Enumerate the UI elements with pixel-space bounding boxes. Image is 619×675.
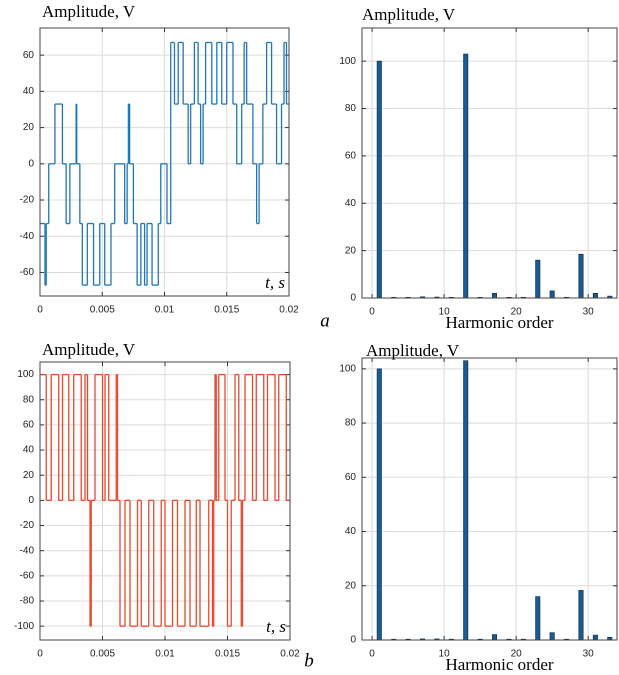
bar (463, 53, 469, 299)
x-axis-label: Harmonic order (445, 655, 553, 674)
x-tick-label: 0.02 (279, 305, 299, 316)
y-tick-label: -20 (20, 520, 35, 531)
bar (376, 368, 382, 641)
x-axis-label: t, s (266, 617, 286, 636)
x-tick-label: 30 (583, 307, 595, 318)
x-tick-label: 20 (511, 307, 523, 318)
bar (578, 253, 584, 299)
x-tick-label: 20 (511, 649, 523, 660)
chart-title: Amplitude, V (42, 340, 136, 359)
chart-title: Amplitude, V (42, 2, 136, 21)
bar (592, 634, 598, 641)
bar (535, 596, 541, 641)
y-tick-label: 60 (345, 472, 357, 483)
x-tick-label: 0.015 (214, 305, 239, 316)
x-tick-label: 0.005 (90, 649, 115, 660)
y-tick-label: 20 (23, 122, 35, 133)
y-tick-label: 80 (345, 418, 357, 429)
plot-area (362, 28, 617, 298)
y-tick-label: -80 (20, 596, 35, 607)
y-tick-label: 20 (345, 245, 357, 256)
y-tick-label: 40 (345, 526, 357, 537)
bar (492, 292, 498, 299)
y-tick-label: 60 (23, 420, 35, 431)
x-tick-label: 0 (369, 307, 375, 318)
y-tick-label: 20 (23, 470, 35, 481)
y-tick-label: -60 (20, 570, 35, 581)
y-tick-label: 80 (23, 394, 35, 405)
plot-frame (39, 361, 291, 641)
x-tick-label: 10 (439, 307, 451, 318)
bar (549, 632, 555, 641)
x-tick-label: 0 (37, 305, 43, 316)
x-tick-label: 10 (439, 649, 451, 660)
bar (376, 60, 382, 299)
x-tick-label: 0.005 (90, 305, 115, 316)
y-tick-label: -40 (20, 545, 35, 556)
plot-frame (361, 27, 618, 299)
y-tick-label: 80 (345, 103, 357, 114)
bar (592, 292, 598, 299)
x-tick-label: 0 (37, 649, 43, 660)
x-tick-label: 30 (583, 649, 595, 660)
x-tick-label: 0.015 (215, 649, 240, 660)
x-tick-label: 0.01 (155, 649, 175, 660)
y-tick-label: 60 (23, 50, 35, 61)
x-tick-label: 0.02 (280, 649, 300, 660)
y-tick-label: 100 (17, 369, 34, 380)
y-tick-label: 100 (339, 56, 356, 67)
plot-frame (361, 357, 618, 641)
x-axis-label: t, s (265, 273, 285, 292)
y-tick-label: 0 (28, 158, 34, 169)
y-tick-label: 40 (23, 445, 35, 456)
bar (492, 634, 498, 641)
x-axis-label: Harmonic order (445, 313, 553, 332)
y-tick-label: 40 (345, 198, 357, 209)
y-tick-label: -100 (14, 621, 34, 632)
plot-frame (39, 27, 290, 297)
y-tick-label: 20 (345, 580, 357, 591)
y-tick-label: -40 (20, 231, 35, 242)
x-tick-label: 0.01 (155, 305, 175, 316)
y-tick-label: -60 (20, 267, 35, 278)
bar (535, 259, 541, 299)
y-tick-label: 100 (339, 363, 356, 374)
bar (463, 360, 469, 641)
y-tick-label: 0 (28, 495, 34, 506)
plot-area (362, 358, 617, 640)
panel-caption: a (320, 310, 330, 331)
bar (549, 290, 555, 299)
x-tick-label: 0 (369, 649, 375, 660)
y-tick-label: -20 (20, 195, 35, 206)
chart-title: Amplitude, V (366, 341, 460, 360)
y-tick-label: 0 (350, 635, 356, 646)
bar (578, 590, 584, 641)
y-tick-label: 60 (345, 151, 357, 162)
chart-title: Amplitude, V (362, 5, 456, 24)
panel-caption: b (304, 650, 314, 671)
y-tick-label: 0 (350, 293, 356, 304)
y-tick-label: 40 (23, 86, 35, 97)
